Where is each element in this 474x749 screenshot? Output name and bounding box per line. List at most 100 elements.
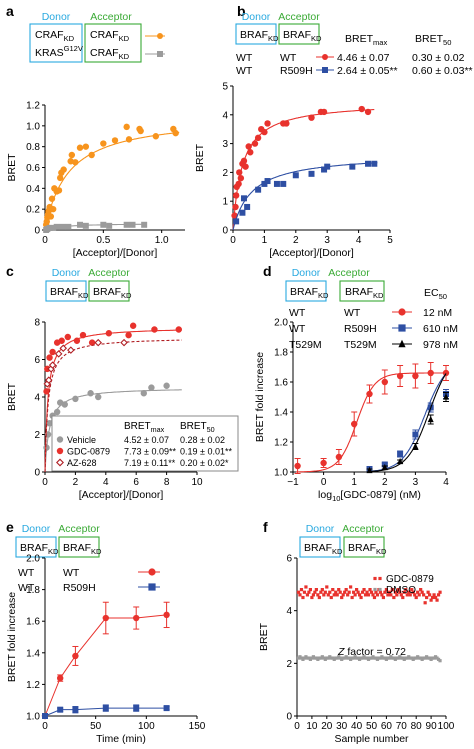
f-series-0-point: [378, 590, 383, 594]
f-series-0-point: [387, 590, 391, 594]
f-series-0-point: [329, 595, 333, 600]
b-series-1-point: [349, 163, 356, 170]
b-series-1-point: [324, 163, 331, 170]
d-row-acceptor: R509H: [344, 323, 377, 335]
a-series-1-point: [106, 222, 113, 229]
f-series-0-point: [346, 593, 350, 597]
f-series-0-point: [413, 593, 417, 597]
c-x-tick-label: 0: [42, 477, 48, 488]
d-x-label-a: log: [318, 489, 332, 501]
c-inset-box: [51, 415, 239, 472]
c-series-0-point: [163, 382, 170, 389]
f-series-0-point: [365, 590, 369, 594]
a-series-0-point: [68, 151, 76, 159]
f-series-0-point: [301, 595, 305, 600]
d-x-tick-label: 2: [382, 477, 388, 488]
f-series-0-point: [438, 590, 442, 594]
f-x-tick-label: 50: [366, 721, 378, 732]
f-series-0-point: [317, 595, 321, 600]
f-series-0-point: [422, 593, 426, 597]
f-x-tick-label: 0: [294, 721, 300, 732]
e-row-donor: WT: [18, 567, 35, 579]
d-x-tick-label: −1: [287, 477, 299, 488]
a-series-0-point: [125, 136, 133, 143]
f-series-0-point: [350, 595, 354, 600]
c-series-1-point: [125, 331, 132, 339]
b-series-0-point: [240, 157, 248, 165]
f-legend-marker: [378, 587, 382, 592]
e-series-1-point: [72, 706, 79, 713]
f-donor-box-label-sub: KD: [332, 547, 343, 556]
f-series-0-point: [436, 593, 441, 597]
a-legend-marker: [157, 33, 163, 39]
b-y-tick-label: 5: [222, 82, 228, 93]
f-series-0-point: [304, 585, 308, 589]
f-series-0-point: [411, 590, 415, 594]
f-series-0-point: [428, 593, 432, 597]
f-x-tick-label: 20: [321, 721, 333, 732]
a-box-label-acceptor-sub: KD: [119, 52, 130, 61]
f-series-1-point: [438, 659, 442, 663]
d-row-ec50: 610 nM: [423, 323, 458, 335]
f-series-0-point: [347, 590, 351, 594]
a-series-0-point: [172, 129, 179, 137]
b-series-0-point: [308, 114, 315, 121]
a-box-label-acceptor: CRAFKD: [90, 29, 130, 43]
c-series-0-point: [53, 408, 61, 416]
e-x-tick-label: 0: [42, 721, 48, 732]
f-series-0-point: [363, 593, 368, 597]
f-series-0-point: [331, 588, 335, 592]
d-series-0-point: [351, 420, 358, 428]
d-x-tick-label: 1: [351, 477, 357, 488]
c-row-c50: 0.20 ± 0.02*: [180, 458, 229, 468]
c-series-2-point: [59, 344, 68, 353]
f-series-0-point: [316, 593, 320, 597]
a-series-1-point: [53, 223, 60, 230]
c-row-max: 7.19 ± 0.11**: [124, 458, 176, 468]
c-series-1-point: [46, 354, 53, 361]
c-series-1-point: [88, 339, 96, 346]
d-series-0-point: [396, 372, 404, 380]
c-donor-box-label-base: BRAF: [50, 286, 78, 298]
d-acceptor-box-label-base: BRAF: [345, 286, 373, 298]
a-x-tick-label: 0: [42, 235, 48, 246]
f-series-0-point: [299, 588, 304, 592]
b-donor-box-label-base: BRAF: [240, 29, 268, 41]
f-series-0-point: [341, 593, 345, 597]
f-y-tick-label: 6: [286, 554, 292, 565]
b-series-1-point: [365, 160, 372, 167]
f-series-0-point: [334, 590, 338, 594]
b-acceptor-header: Acceptor: [278, 11, 320, 23]
f-x-tick-label: 40: [351, 721, 363, 732]
f-series-0-point: [384, 588, 388, 592]
f-series-0-point: [343, 590, 347, 594]
b-series-0-point: [245, 143, 252, 150]
b-row-max: 4.46 ± 0.07: [337, 52, 390, 64]
b-series-0-point: [237, 174, 245, 182]
a-series-0-point: [72, 159, 79, 166]
panel-letter-a: a: [6, 3, 14, 19]
e-x-tick-label: 150: [189, 721, 206, 732]
c-series-0-point: [95, 393, 102, 401]
d-ec50-head: EC50: [424, 287, 447, 301]
d-series-0-point: [335, 453, 343, 461]
c-series-1-fit-1: [44, 329, 182, 473]
f-y-tick-label: 0: [286, 712, 292, 723]
f-legend-label: DMSO: [386, 585, 416, 596]
f-series-0-point: [335, 593, 339, 597]
c-acceptor-box-label-base: BRAF: [93, 286, 121, 298]
b-x-tick-label: 5: [387, 235, 393, 246]
b-series-1-point: [280, 180, 287, 187]
b-row-max: 2.64 ± 0.05**: [337, 65, 398, 77]
f-x-tick-label: 90: [426, 721, 438, 732]
d-y-tick-label: 1.8: [274, 348, 288, 359]
a-series-0-point: [88, 151, 95, 159]
a-series-0-point: [152, 133, 160, 140]
a-box-label-acceptor-base: CRAF: [90, 29, 119, 41]
f-series-0-point: [380, 593, 384, 597]
e-row-acceptor: WT: [63, 567, 80, 579]
a-box-label-donor-sup: G12V: [64, 44, 83, 53]
a-y-label: BRET: [6, 153, 18, 182]
d-y-tick-label: 2.0: [274, 318, 288, 329]
